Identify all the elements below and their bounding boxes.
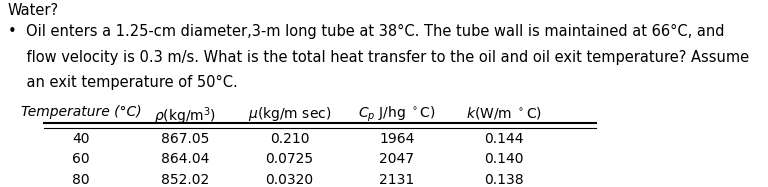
Text: 40: 40 (72, 133, 90, 146)
Text: 852.02: 852.02 (161, 173, 210, 187)
Text: 80: 80 (72, 173, 90, 187)
Text: $\rho$(kg/m$^3$): $\rho$(kg/m$^3$) (154, 105, 217, 127)
Text: 1964: 1964 (379, 133, 415, 146)
Text: Water?: Water? (8, 3, 58, 18)
Text: 2131: 2131 (379, 173, 415, 187)
Text: 2047: 2047 (379, 152, 415, 166)
Text: 0.0320: 0.0320 (266, 173, 313, 187)
Text: $k$(W/m $^\circ$C): $k$(W/m $^\circ$C) (466, 105, 542, 121)
Text: flow velocity is 0.3 m/s. What is the total heat transfer to the oil and oil exi: flow velocity is 0.3 m/s. What is the to… (8, 50, 749, 65)
Text: Temperature (°C): Temperature (°C) (21, 105, 141, 119)
Text: •  Oil enters a 1.25-cm diameter,3-m long tube at 38°C. The tube wall is maintai: • Oil enters a 1.25-cm diameter,3-m long… (8, 24, 724, 39)
Text: 0.144: 0.144 (485, 133, 524, 146)
Text: 0.140: 0.140 (485, 152, 524, 166)
Text: $\mu$(kg/m sec): $\mu$(kg/m sec) (248, 105, 331, 123)
Text: 0.138: 0.138 (485, 173, 524, 187)
Text: 0.0725: 0.0725 (266, 152, 313, 166)
Text: an exit temperature of 50°C.: an exit temperature of 50°C. (8, 75, 237, 90)
Text: 867.05: 867.05 (161, 133, 210, 146)
Text: 0.210: 0.210 (270, 133, 310, 146)
Text: 864.04: 864.04 (161, 152, 210, 166)
Text: 60: 60 (72, 152, 90, 166)
Text: $C_p$ J/hg $^\circ$C): $C_p$ J/hg $^\circ$C) (358, 105, 436, 124)
